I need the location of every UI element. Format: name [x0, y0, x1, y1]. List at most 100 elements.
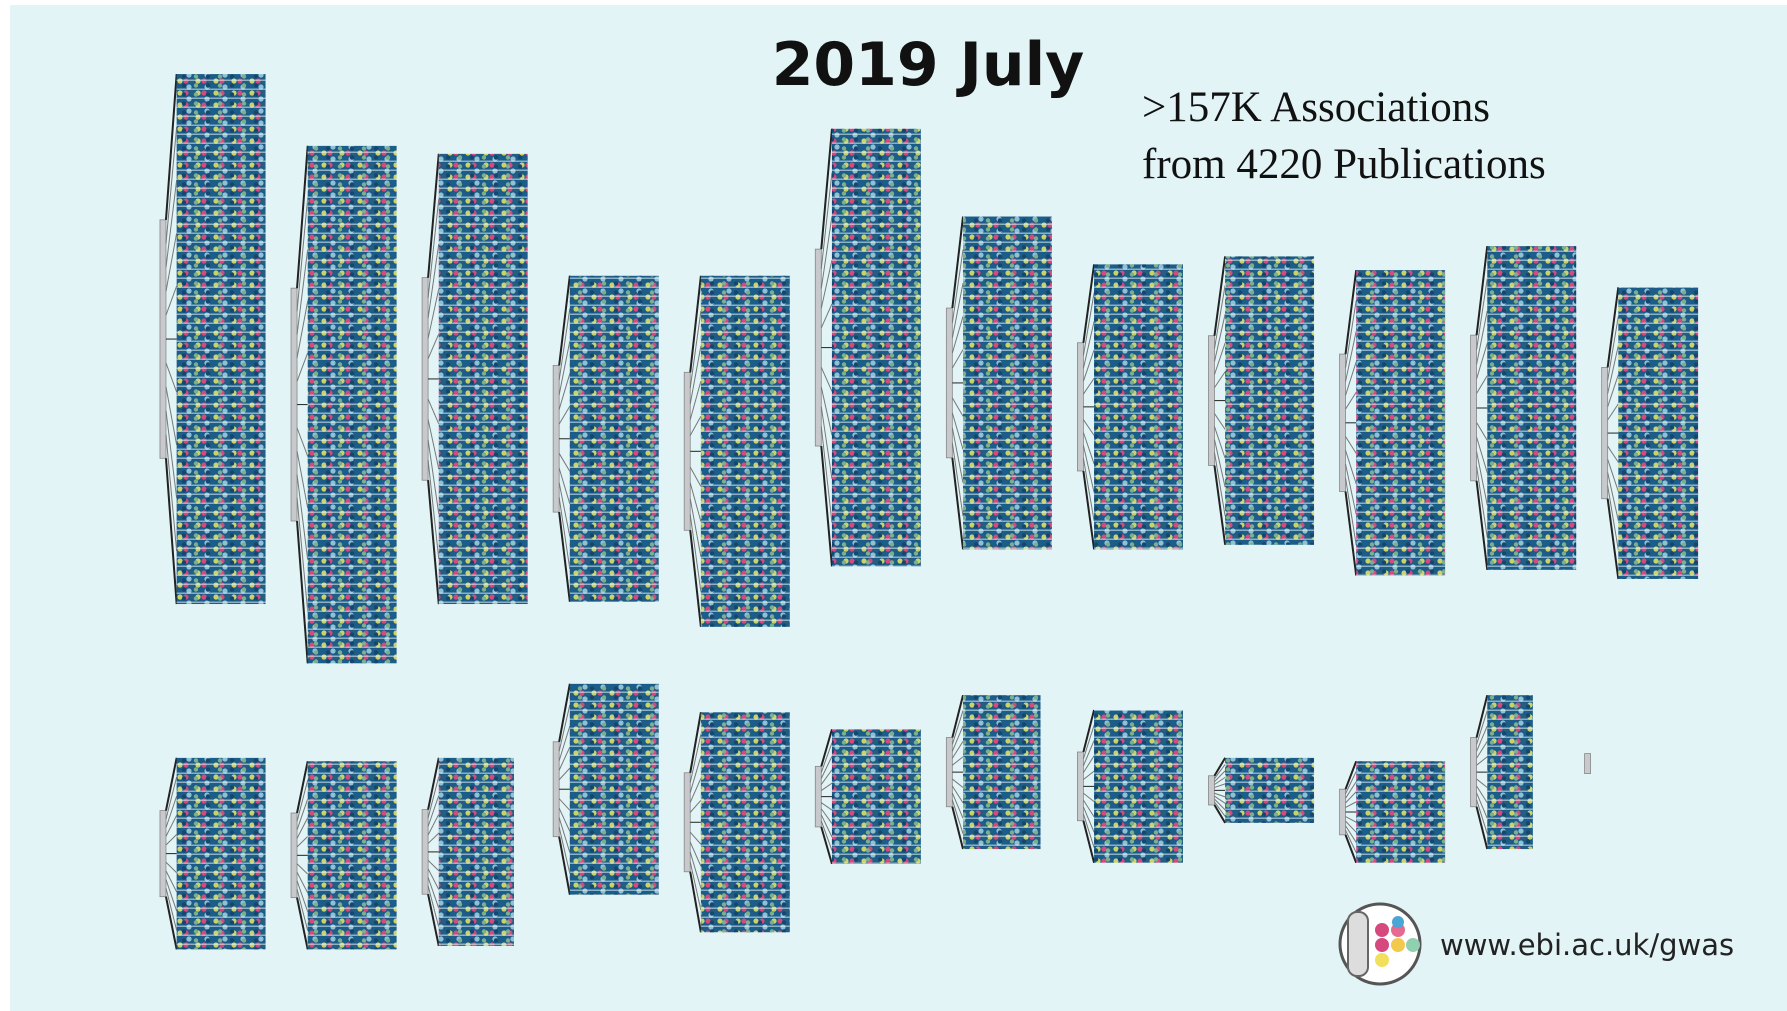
ideogram — [683, 772, 691, 873]
ideogram — [945, 307, 953, 459]
edge-line — [1344, 834, 1358, 864]
edge-line — [820, 826, 833, 865]
link-line — [296, 427, 309, 457]
link-line — [1214, 764, 1226, 779]
edge-line — [427, 153, 440, 278]
edge-line — [164, 458, 178, 605]
link-line — [558, 767, 571, 781]
ideogram — [421, 277, 429, 481]
link-line — [296, 249, 309, 335]
link-line — [1476, 278, 1488, 350]
link-line — [1607, 374, 1619, 407]
link-line — [296, 474, 309, 560]
link-line — [1082, 458, 1095, 521]
link-line — [1476, 799, 1488, 834]
link-line — [165, 285, 178, 316]
link-line — [1607, 472, 1619, 521]
link-line — [165, 879, 178, 912]
link-line — [558, 704, 571, 752]
ideogram — [1339, 788, 1346, 836]
link-line — [689, 498, 702, 557]
link-line — [296, 889, 309, 931]
link-line — [1476, 436, 1488, 473]
link-line — [1476, 343, 1488, 380]
link-line — [427, 877, 440, 909]
logo — [1338, 902, 1422, 986]
association-overlay — [569, 275, 659, 602]
link-line — [1214, 770, 1226, 782]
link-line — [427, 885, 440, 928]
link-line — [689, 380, 702, 420]
link-line — [165, 386, 178, 446]
link-line — [1214, 792, 1226, 798]
logo-dot — [1375, 953, 1389, 967]
link-line — [558, 497, 571, 570]
link-line — [427, 333, 440, 359]
ideogram — [159, 219, 167, 459]
link-line — [820, 172, 833, 269]
link-line — [689, 778, 702, 803]
link-line — [1476, 466, 1488, 538]
ideogram — [1470, 334, 1477, 482]
link-line — [952, 778, 964, 788]
link-line — [296, 497, 309, 612]
link-line — [1476, 310, 1488, 365]
edge-line — [1606, 287, 1620, 368]
association-overlay — [1094, 264, 1183, 550]
edge-line — [1344, 269, 1358, 355]
link-line — [689, 734, 702, 783]
edge-line — [1475, 480, 1489, 570]
link-line — [951, 785, 964, 804]
link-line — [951, 725, 964, 752]
link-line — [1082, 292, 1095, 356]
link-line — [951, 792, 964, 819]
link-line — [1082, 445, 1095, 493]
url: www.ebi.ac.uk/gwas — [1440, 928, 1734, 962]
link-line — [689, 841, 702, 867]
association-overlay — [1094, 710, 1183, 863]
link-line — [165, 887, 178, 931]
ideogram — [290, 812, 298, 899]
link-line — [820, 406, 833, 479]
link-line — [820, 814, 833, 838]
ideogram — [1208, 775, 1215, 806]
link-line — [1476, 725, 1488, 752]
link-line — [1214, 776, 1226, 785]
link-line — [296, 301, 309, 359]
ideogram — [290, 287, 298, 522]
association-overlay — [569, 683, 659, 895]
link-line — [558, 827, 571, 874]
link-line — [1082, 806, 1095, 833]
edge-line — [1606, 498, 1620, 580]
association-overlay — [1487, 246, 1577, 570]
link-line — [427, 439, 440, 515]
edge-line — [1082, 264, 1096, 343]
edge-line — [951, 694, 964, 738]
link-line — [1345, 392, 1357, 410]
link-line — [820, 259, 833, 309]
logo-dot — [1392, 916, 1404, 928]
link-line — [427, 288, 440, 339]
link-line — [820, 782, 833, 791]
edge-line — [296, 520, 309, 664]
link-line — [1476, 710, 1488, 745]
link-line — [1082, 755, 1095, 773]
logo-dot — [1391, 938, 1405, 952]
title: 2019 July — [772, 30, 1085, 100]
chromosomes — [159, 74, 1699, 950]
link-line — [1476, 778, 1488, 788]
edge-line — [1082, 820, 1096, 863]
stat-line: from 4220 Publications — [1142, 141, 1546, 188]
edge-line — [558, 511, 571, 602]
link-line — [1345, 801, 1357, 808]
edge-line — [164, 757, 178, 811]
link-line — [427, 860, 440, 872]
link-line — [427, 795, 440, 827]
link-line — [951, 249, 964, 324]
logo-dot — [1375, 938, 1389, 952]
link-line — [1345, 477, 1357, 546]
link-line — [1345, 331, 1357, 382]
link-line — [1476, 375, 1488, 394]
